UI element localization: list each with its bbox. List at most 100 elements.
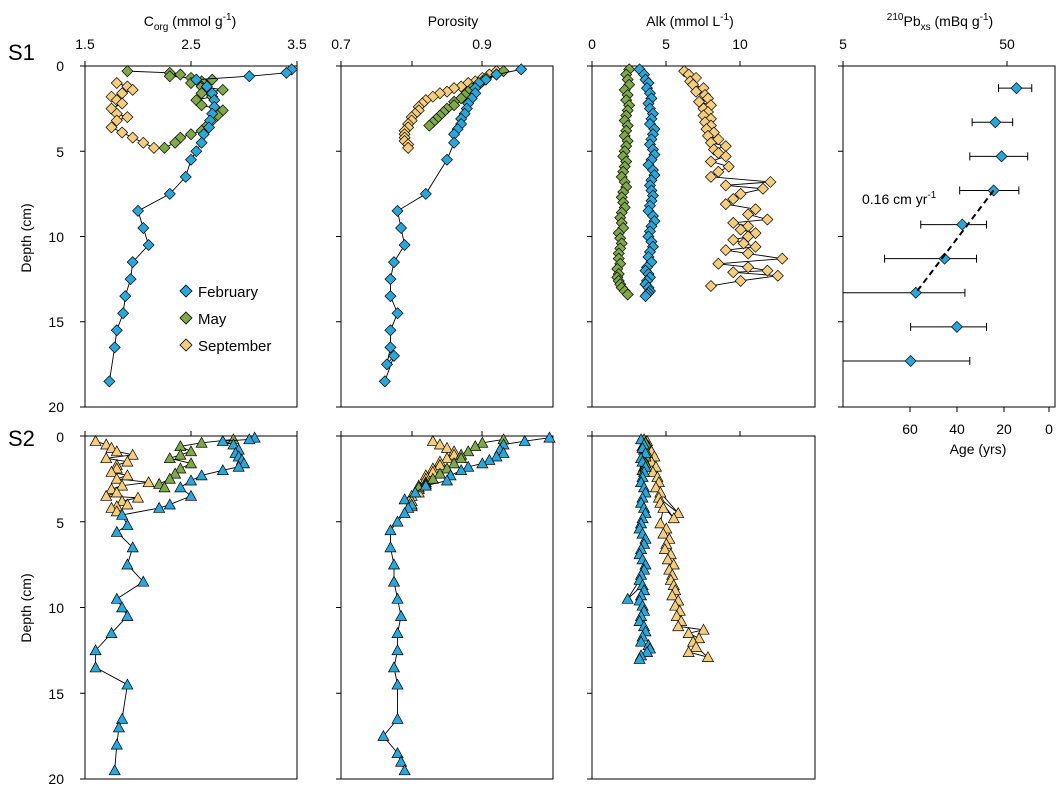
data-point <box>423 119 436 132</box>
site-label-s2: S2 <box>8 426 35 451</box>
data-point <box>384 541 397 553</box>
data-point <box>117 307 130 320</box>
data-point <box>116 97 129 110</box>
data-point <box>727 216 740 229</box>
legend-marker-september <box>179 338 193 352</box>
data-point <box>621 592 634 604</box>
data-point <box>391 644 404 656</box>
data-point <box>121 65 134 78</box>
alk-xtick-1: 0 <box>588 36 596 52</box>
data-point <box>174 481 187 493</box>
data-point <box>384 324 397 337</box>
data-point <box>712 257 725 270</box>
data-point <box>100 489 113 501</box>
series-s1-corg-mmol-g-1-february <box>103 63 298 388</box>
legend-label-may: May <box>198 311 227 328</box>
data-point <box>124 273 137 286</box>
porosity-xtick-1: 0.7 <box>331 36 351 52</box>
data-point <box>704 155 717 168</box>
series-s1-alk-mmol-l-1-september <box>678 65 789 292</box>
s2-yaxis-label: Depth (cm) <box>18 573 34 642</box>
data-point <box>142 239 155 252</box>
data-point <box>388 256 400 269</box>
corg-panel-title: Corg (mmol g-1) <box>144 12 237 33</box>
data-point <box>1010 82 1023 95</box>
s2-ytick-20: 20 <box>48 771 64 787</box>
data-point <box>103 375 116 388</box>
alk-xtick-3: 10 <box>732 36 748 52</box>
data-point <box>658 542 671 554</box>
data-point <box>121 678 134 690</box>
data-point <box>116 479 129 491</box>
data-point <box>174 462 187 474</box>
data-point <box>689 640 703 652</box>
frame-s1-pb <box>842 65 1056 408</box>
data-point <box>734 223 747 236</box>
data-point <box>682 645 695 657</box>
data-point <box>388 349 400 362</box>
legend-label-september: September <box>198 338 271 355</box>
data-point <box>682 627 695 638</box>
data-point <box>426 434 439 446</box>
data-point <box>433 438 447 450</box>
plot-layer <box>80 61 1050 780</box>
axis-ticks-s1-210pbxs-mbq-g-1 <box>838 65 843 408</box>
data-point <box>387 661 401 673</box>
data-point <box>722 160 735 173</box>
data-point <box>384 524 397 536</box>
data-point <box>108 764 121 776</box>
data-point <box>169 467 182 479</box>
series-s1-210pbxs-mbq-g-1-february <box>842 82 1033 367</box>
data-point <box>749 227 762 240</box>
data-point <box>749 203 762 216</box>
data-point <box>203 121 216 134</box>
alk-xtick-2: 5 <box>662 36 670 52</box>
data-point <box>216 83 229 96</box>
site-label-s1: S1 <box>8 40 35 65</box>
data-point <box>195 469 208 481</box>
data-point <box>776 252 789 265</box>
data-point <box>640 645 654 657</box>
legend: February May September <box>179 284 271 355</box>
data-point <box>938 252 951 265</box>
data-point <box>174 68 187 81</box>
data-point <box>719 150 732 163</box>
data-point <box>110 486 123 498</box>
data-point <box>158 141 171 154</box>
data-point <box>634 635 648 647</box>
data-point <box>395 221 408 234</box>
data-point <box>391 204 404 217</box>
data-point <box>384 290 397 303</box>
data-point <box>227 438 240 450</box>
data-point <box>384 341 397 354</box>
s1-ytick-0: 0 <box>56 58 64 74</box>
data-point <box>727 233 740 246</box>
data-point <box>137 136 150 149</box>
data-point <box>462 445 475 457</box>
data-point <box>497 65 510 78</box>
data-point <box>184 457 198 469</box>
series-line <box>108 69 292 382</box>
data-point <box>712 165 725 178</box>
series-s2-alk-mmol-l-1-september <box>640 434 715 662</box>
data-point <box>195 99 208 112</box>
age-axis-label: Age (yrs) <box>950 441 1007 457</box>
data-point <box>105 465 118 477</box>
data-point <box>904 354 917 367</box>
data-point <box>727 266 740 279</box>
data-point <box>216 464 229 476</box>
s2-ytick-5: 5 <box>56 515 64 531</box>
data-point <box>110 472 123 484</box>
corg-xtick-2: 2.5 <box>181 36 201 52</box>
data-point <box>455 452 468 464</box>
data-point <box>633 614 646 626</box>
s1-ytick-20: 20 <box>48 399 64 415</box>
data-point <box>153 501 166 513</box>
data-point <box>216 434 229 446</box>
data-point <box>89 644 102 656</box>
data-point <box>119 290 132 303</box>
data-point <box>654 517 667 529</box>
data-point <box>206 73 219 86</box>
data-point <box>391 712 404 724</box>
